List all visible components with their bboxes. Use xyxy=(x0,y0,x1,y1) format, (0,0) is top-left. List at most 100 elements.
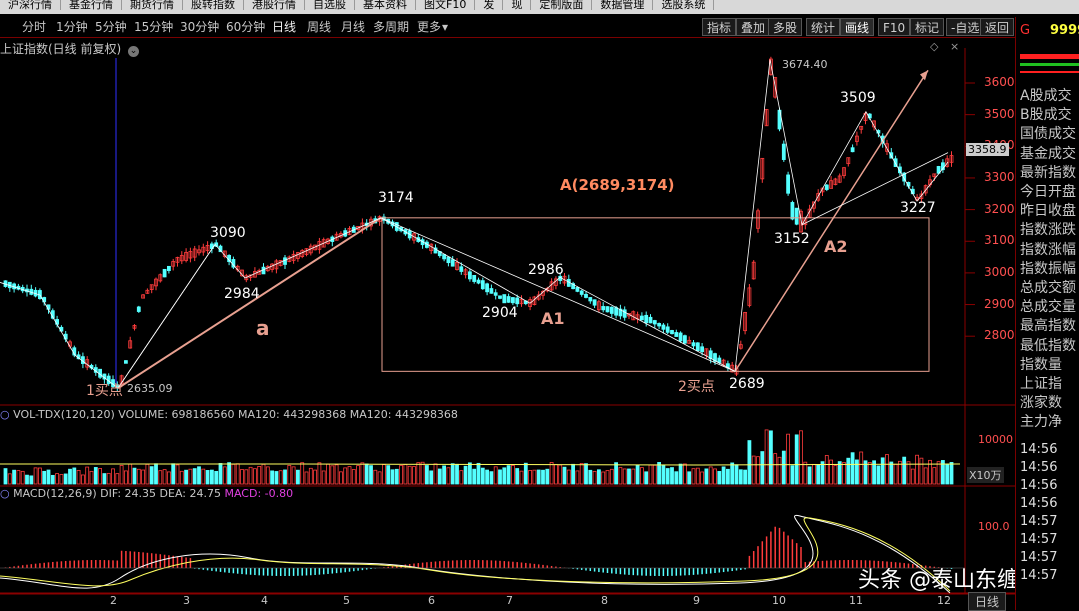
candle-body xyxy=(321,239,326,248)
circle-icon: ○ xyxy=(0,408,10,421)
candle-body xyxy=(713,353,717,362)
volume-bar xyxy=(338,471,343,485)
volume-bar xyxy=(162,469,167,485)
toolbar-button[interactable]: 叠加 xyxy=(736,18,771,36)
toolbar-button[interactable]: 指标 xyxy=(702,18,737,36)
volume-bar xyxy=(644,471,649,485)
period-tab[interactable]: 15分钟 xyxy=(134,20,174,34)
period-tab[interactable]: 1分钟 xyxy=(56,20,88,34)
info-row: A股成交 xyxy=(1020,88,1072,104)
toolbar-button[interactable]: 画线 xyxy=(840,18,875,36)
close-icon[interactable]: × xyxy=(950,40,960,53)
chevron-down-icon[interactable]: ⌄ xyxy=(128,46,140,57)
volume-bar xyxy=(214,470,219,485)
x-axis-label: 7 xyxy=(506,594,513,607)
candle-body xyxy=(842,167,846,176)
candle-body xyxy=(442,254,447,260)
candle-body xyxy=(192,248,197,258)
top-menu-item[interactable]: 图文F10 xyxy=(416,0,476,10)
volume-bar xyxy=(579,463,584,485)
annotation-peak_label: 3674.40 xyxy=(782,58,828,71)
volume-bar xyxy=(837,461,842,485)
x-axis-label: 12 xyxy=(937,594,951,607)
toolbar-button[interactable]: 多股 xyxy=(768,18,803,36)
time-row: 14:56 xyxy=(1020,496,1058,511)
volume-bar xyxy=(227,462,232,485)
info-row: B股成交 xyxy=(1020,107,1072,124)
volume-bar xyxy=(485,469,490,485)
volume-bar xyxy=(334,464,339,485)
top-menu-item[interactable]: 股转指数 xyxy=(183,0,244,10)
period-tab[interactable]: 更多 xyxy=(417,20,442,34)
chart-title-text: 上证指数(日线 前复权) xyxy=(0,42,122,56)
toolbar-button[interactable]: 标记 xyxy=(910,18,945,36)
top-menu-item[interactable]: 港股行情 xyxy=(244,0,305,10)
x-axis-label: 10 xyxy=(772,594,786,607)
top-menu-item[interactable]: 基本资料 xyxy=(355,0,416,10)
volume-bar xyxy=(773,453,778,485)
period-tab[interactable]: 5分钟 xyxy=(95,20,127,34)
kline-chart[interactable] xyxy=(0,38,1015,610)
volume-bar xyxy=(188,468,193,485)
volume-bar xyxy=(842,462,846,485)
price-axis-label: 3300 xyxy=(984,169,1015,184)
candle-body xyxy=(850,147,855,153)
period-tab[interactable]: 周线 xyxy=(307,20,332,34)
volume-bar xyxy=(330,465,335,485)
volume-bar xyxy=(588,469,593,485)
toolbar-button[interactable]: F10 xyxy=(878,18,911,36)
volume-bar xyxy=(369,465,373,485)
volume-bar xyxy=(609,468,614,485)
volume-bar xyxy=(941,460,945,485)
top-menu-item[interactable]: 沪深行情 xyxy=(0,0,61,10)
top-menu-item[interactable]: 期货行情 xyxy=(122,0,183,10)
annotation-a: a xyxy=(256,316,270,340)
period-tab[interactable]: 多周期 xyxy=(373,20,410,34)
period-tab[interactable]: 月线 xyxy=(341,20,366,34)
candle-body xyxy=(154,278,158,287)
volume-bar xyxy=(515,468,520,485)
top-menu-item[interactable]: 自选股 xyxy=(305,0,355,10)
volume-bar xyxy=(124,470,128,485)
volume-bar xyxy=(184,469,189,485)
chevron-down-icon[interactable]: ▾ xyxy=(442,20,449,34)
top-menu-item[interactable]: 选股系统 xyxy=(653,0,715,10)
period-tab[interactable]: 日线 xyxy=(272,20,297,34)
top-menu-item[interactable]: 现 xyxy=(503,0,532,10)
diamond-icon[interactable]: ◇ xyxy=(930,40,939,53)
candle-body xyxy=(824,184,829,190)
period-tab[interactable]: 分时 xyxy=(22,20,47,34)
toolbar-button[interactable]: 返回 xyxy=(980,18,1015,36)
segment-A2-line xyxy=(734,69,929,372)
info-row: 涨家数 xyxy=(1020,395,1062,412)
volume-bar xyxy=(416,462,421,485)
candle-body xyxy=(652,320,657,325)
top-menu-item[interactable]: 基金行情 xyxy=(61,0,122,10)
candle-body xyxy=(489,288,494,294)
top-menu-item[interactable]: 定制版面 xyxy=(531,0,593,10)
toolbar-button[interactable]: -自选 xyxy=(946,18,985,36)
top-menu-item[interactable]: 发 xyxy=(475,0,504,10)
top-menu-item[interactable]: 数据管理 xyxy=(592,0,654,10)
volume-bar xyxy=(536,469,541,485)
volume-bar xyxy=(932,467,937,485)
candle-body xyxy=(347,228,352,236)
volume-bar xyxy=(764,429,769,485)
candle-body xyxy=(412,233,416,241)
volume-bar xyxy=(541,469,545,485)
period-tab[interactable]: 30分钟 xyxy=(180,20,220,34)
toolbar-button[interactable]: 统计 xyxy=(806,18,841,36)
candle-body xyxy=(833,178,838,186)
candle-body xyxy=(158,274,163,282)
volume-bar xyxy=(687,471,692,485)
volume-bar xyxy=(816,464,821,485)
volume-bar xyxy=(343,467,348,485)
bottom-period-tab[interactable]: 日线 xyxy=(968,592,1007,611)
stroke-line xyxy=(380,217,736,372)
volume-bar xyxy=(244,469,249,485)
candle-body xyxy=(463,269,468,276)
period-tab[interactable]: 60分钟 xyxy=(226,20,266,34)
volume-bar xyxy=(949,462,954,485)
price-axis-label: 2800 xyxy=(984,328,1015,343)
candle-body xyxy=(721,359,726,367)
